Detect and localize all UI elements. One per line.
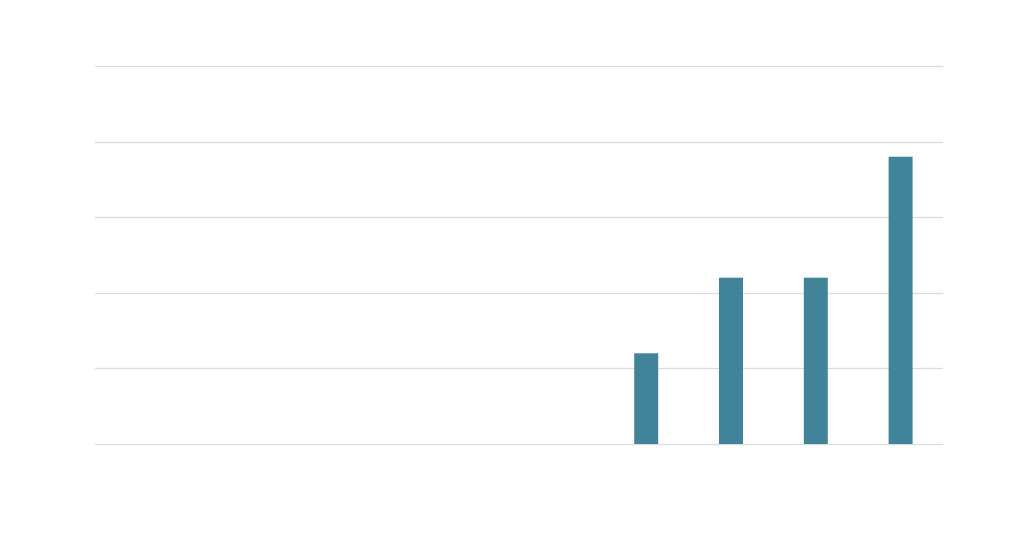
bar [719, 277, 743, 444]
bars [634, 156, 913, 444]
bar [634, 353, 659, 444]
gridlines [95, 65, 943, 446]
bar [803, 277, 828, 444]
bar [888, 156, 913, 444]
